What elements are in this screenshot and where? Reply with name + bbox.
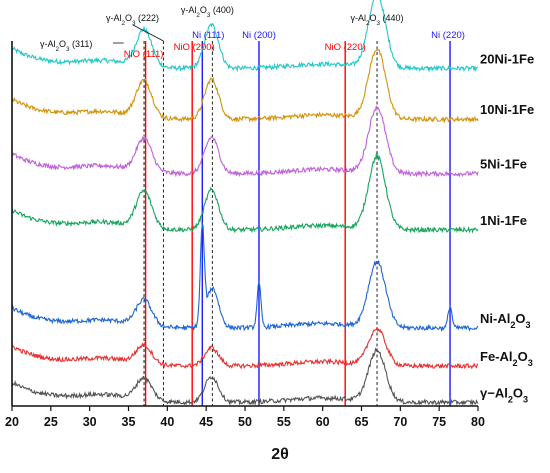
series-label: 10Ni-1Fe bbox=[480, 102, 534, 117]
x-tick-label: 45 bbox=[199, 415, 213, 429]
series-line bbox=[11, 327, 479, 370]
series-label: Fe-Al2O3 bbox=[480, 349, 533, 368]
annotation-nio-111: NiO (111) bbox=[124, 49, 164, 60]
annotation-ni-200: Ni (200) bbox=[242, 30, 276, 41]
series-line bbox=[11, 223, 479, 333]
annotation-al2o3-400: γ-Al2O3 (400) bbox=[181, 5, 234, 19]
annotation-nio-220: NiO (220) bbox=[325, 42, 366, 53]
x-tick-label: 20 bbox=[5, 415, 19, 429]
axes: 20 25 30 35 40 45 50 55 60 65 70 75 80 2θ bbox=[5, 41, 485, 463]
x-tick-label: 30 bbox=[83, 415, 97, 429]
annotation-ni-111: Ni (111) bbox=[192, 30, 224, 41]
x-tick-label: 65 bbox=[355, 415, 369, 429]
x-axis-label: 2θ bbox=[271, 446, 289, 463]
x-tick-label: 55 bbox=[277, 415, 291, 429]
x-tick-label: 70 bbox=[393, 415, 407, 429]
x-tick-label: 50 bbox=[238, 415, 252, 429]
annotation-al2o3-440: γ-Al2O3 (440) bbox=[351, 13, 404, 27]
series-line bbox=[11, 347, 479, 407]
series-line bbox=[11, 0, 479, 73]
series-label: γ−Al2O3 bbox=[480, 385, 528, 404]
series-line bbox=[11, 152, 479, 234]
x-tick-label: 35 bbox=[122, 415, 136, 429]
x-tick-label: 25 bbox=[44, 415, 58, 429]
annotation-nio-200: NiO (200) bbox=[174, 42, 215, 53]
series-label: 5Ni-1Fe bbox=[480, 157, 527, 172]
xrd-traces bbox=[11, 0, 479, 407]
series-label: Ni-Al2O3 bbox=[480, 311, 531, 330]
series-line bbox=[11, 49, 479, 124]
x-tick-label: 40 bbox=[160, 415, 174, 429]
leader-line bbox=[132, 24, 164, 42]
x-tick-label: 75 bbox=[432, 415, 446, 429]
x-tick-label: 60 bbox=[316, 415, 330, 429]
labels: 20Ni-1Fe 10Ni-1Fe 5Ni-1Fe 1Ni-1Fe Ni-Al2O3 Fe… bbox=[40, 5, 534, 404]
annotation-ni-220: Ni (220) bbox=[431, 30, 465, 41]
series-label: 1Ni-1Fe bbox=[480, 213, 527, 228]
annotation-al2o3-222: γ-Al2O3 (222) bbox=[106, 13, 159, 27]
series-line bbox=[11, 105, 479, 178]
annotation-al2o3-311: γ-Al2O3 (311) bbox=[40, 39, 92, 53]
reference-lines bbox=[143, 41, 451, 406]
x-tick-label: 80 bbox=[471, 415, 485, 429]
series-label: 20Ni-1Fe bbox=[480, 51, 534, 66]
